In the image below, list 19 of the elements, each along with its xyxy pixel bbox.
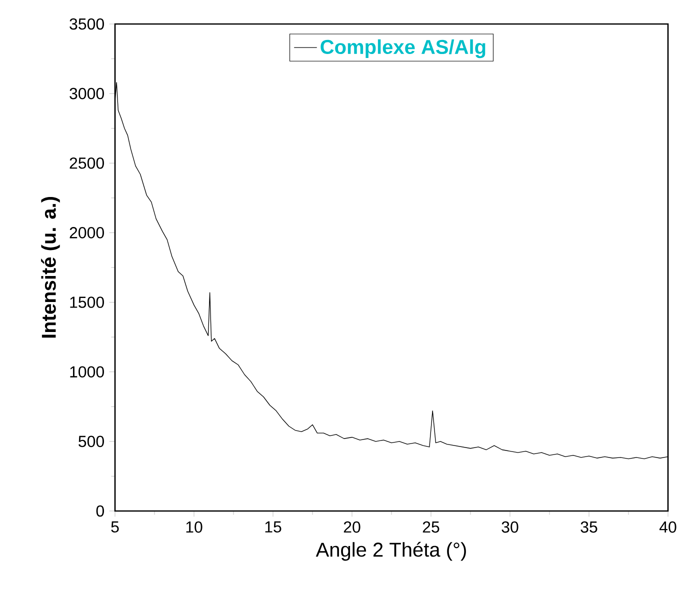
x-axis-title: Angle 2 Théta (°) bbox=[316, 542, 466, 561]
y-tick-label: 3500 bbox=[70, 18, 104, 30]
y-tick-label: 2000 bbox=[70, 227, 104, 238]
x-tick-label: 20 bbox=[344, 521, 360, 533]
y-tick-label: 500 bbox=[78, 436, 104, 448]
x-tick-label: 35 bbox=[580, 521, 598, 533]
x-tick-label: 5 bbox=[111, 521, 119, 533]
x-tick-label: 40 bbox=[659, 521, 676, 533]
y-tick-label: 1500 bbox=[70, 296, 104, 308]
y-axis-title: Intensité (u. a.) bbox=[41, 196, 60, 338]
x-tick-label: 15 bbox=[265, 521, 282, 533]
y-tick-label: 3000 bbox=[70, 88, 104, 100]
legend-label: Complexe AS/Alg bbox=[320, 39, 486, 58]
y-tick-label: 2500 bbox=[70, 157, 104, 169]
y-tick-label: 1000 bbox=[70, 366, 104, 378]
x-tick-label: 10 bbox=[186, 521, 202, 533]
x-tick-label: 25 bbox=[422, 521, 440, 533]
x-tick-label: 30 bbox=[502, 521, 518, 533]
y-tick-label: 0 bbox=[96, 505, 104, 517]
